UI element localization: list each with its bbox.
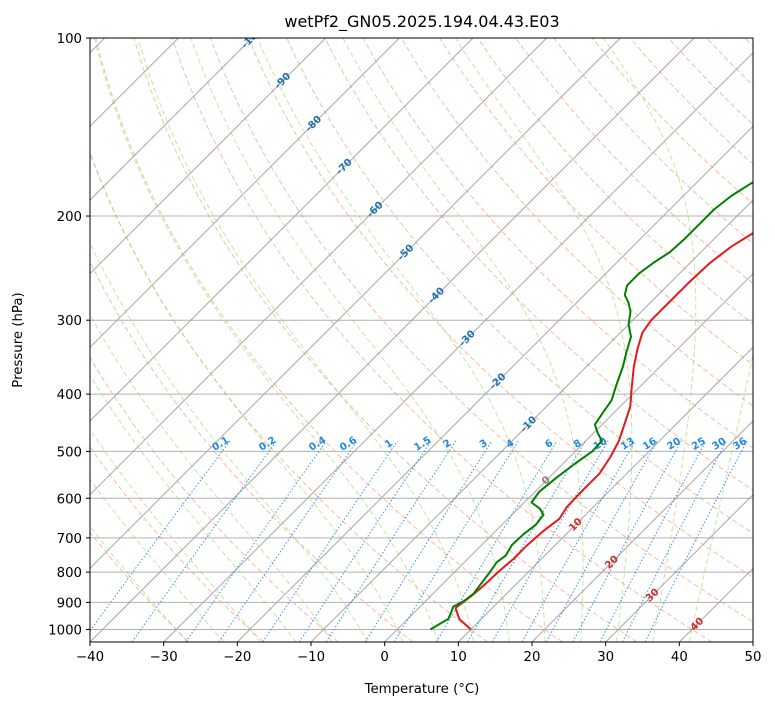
mixing-ratio-line (435, 440, 558, 642)
y-tick-label: 300 (57, 314, 82, 329)
moist-adiabat-line (342, 38, 584, 642)
mixing-ratio-line (364, 440, 493, 642)
dry-adiabat-line (438, 38, 753, 366)
mixing-ratio-label: 3 (478, 438, 490, 451)
moist-adiabat-line (137, 38, 475, 642)
x-tick-label: −40 (76, 650, 104, 665)
series-layer (429, 181, 753, 631)
mixing-ratio-line (599, 440, 707, 642)
tick-layer: −40 −30 −20 −10 0 10 20 30 40 50 100 200 300 400 500 60… (48, 32, 761, 665)
mixing-ratio-line (218, 440, 358, 642)
isotherm-line (605, 493, 753, 642)
dry-adiabat-line (515, 38, 753, 285)
y-tick-label: 400 (57, 388, 82, 403)
y-tick-label: 1000 (48, 623, 82, 638)
dry-adiabat-line (95, 38, 563, 642)
temperature-profile-line (454, 232, 753, 631)
dry-adiabat-line (133, 38, 638, 642)
moist-adiabat-line (90, 478, 225, 642)
moist-adiabat-line (90, 374, 297, 642)
mixing-ratio-label: 6 (543, 438, 555, 451)
mixing-ratio-line (621, 440, 727, 642)
mixing-ratio-line (131, 440, 278, 642)
y-tick-label: 100 (57, 32, 82, 47)
mixing-ratio-line (467, 440, 586, 642)
x-tick-label: −10 (297, 650, 325, 665)
isotherm-line (90, 38, 695, 642)
y-tick-label: 500 (57, 445, 82, 460)
moist-adiabat-line (190, 38, 510, 642)
mixing-ratio-label: 2 (442, 438, 454, 451)
y-tick-label: 700 (57, 532, 82, 547)
mixing-ratio-line (572, 440, 682, 642)
isotherm-line (90, 38, 621, 570)
mixing-ratio-line (545, 440, 658, 642)
mixing-ratio-line (325, 440, 457, 642)
moist-adiabat-line (90, 313, 333, 642)
x-tick-label: 30 (597, 650, 614, 665)
moist-adiabat-line (256, 38, 546, 642)
x-tick-label: 50 (745, 650, 762, 665)
x-tick-label: 0 (380, 650, 388, 665)
y-tick-label: 800 (57, 566, 82, 581)
dry-adiabat-line (90, 356, 339, 642)
x-tick-label: −20 (223, 650, 251, 665)
moist-adiabat-line (90, 428, 261, 642)
y-tick-label: 900 (57, 596, 82, 611)
dewpoint-profile-line (429, 181, 753, 631)
mixing-ratio-line (262, 440, 399, 642)
moist-adiabat-line (93, 38, 439, 642)
x-tick-label: 40 (671, 650, 688, 665)
isotherm-line (384, 272, 753, 642)
dry-adiabat-line (171, 38, 712, 642)
isotherm-line (236, 125, 753, 642)
chart-title: wetPf2_GN05.2025.194.04.43.E03 (284, 12, 559, 32)
mixing-ratio-line (185, 440, 327, 642)
y-tick-label: 200 (57, 210, 82, 225)
mixing-ratio-line (298, 440, 432, 642)
x-tick-label: −30 (150, 650, 178, 665)
isotherm-line (90, 38, 327, 275)
isotherm-line (531, 420, 753, 642)
grid-layer (90, 38, 753, 642)
y-axis-label: Pressure (hPa) (11, 292, 26, 387)
dry-adiabat-line (248, 38, 753, 578)
isotherm-line (90, 38, 548, 496)
mixing-ratio-label: 1 (383, 438, 395, 451)
isotherm-line (457, 346, 753, 642)
dry-adiabat-line (209, 38, 753, 623)
dry-adiabat-line (90, 445, 264, 642)
dry-adiabat-line (90, 531, 190, 642)
x-axis-label: Temperature (°C) (364, 682, 480, 697)
mixing-ratio-line (393, 440, 519, 642)
dry-adiabat-line (400, 38, 753, 407)
moist-adiabat-line (603, 38, 697, 642)
isotherm-line (90, 38, 253, 201)
y-tick-label: 600 (57, 492, 82, 507)
plot-frame (89, 37, 754, 643)
x-tick-label: 20 (524, 650, 541, 665)
moist-adiabat-line (90, 150, 404, 642)
isotherm-line (90, 38, 474, 422)
moist-adiabat-line (688, 351, 753, 642)
isotherm-line (310, 199, 753, 642)
mixing-ratio-label: 4 (505, 438, 517, 451)
x-tick-label: 10 (450, 650, 467, 665)
isotherm-line (90, 38, 400, 349)
dry-adiabat-line (324, 38, 753, 491)
moist-adiabat-line (90, 241, 369, 642)
mixing-ratio-label: 8 (572, 438, 584, 451)
isotherm-line (163, 51, 753, 642)
